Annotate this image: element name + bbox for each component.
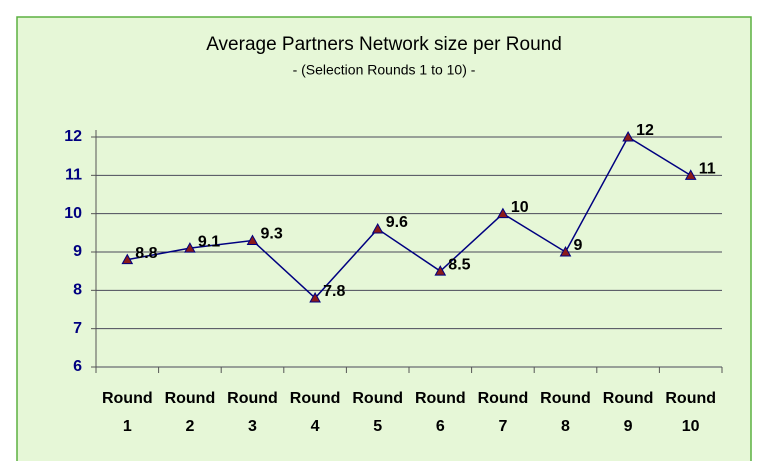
marker [497, 207, 509, 219]
x-tick-label: Round 10 [665, 390, 717, 435]
marker [246, 234, 259, 245]
x-tick-label: Round 9 [602, 390, 654, 435]
x-tick-label: Round 3 [227, 390, 278, 435]
chart-panel [16, 16, 752, 461]
y-tick-label: 11 [65, 167, 82, 184]
data-label: 8.5 [448, 256, 470, 273]
y-tick-label: 7 [73, 320, 82, 337]
data-label: 12 [636, 122, 654, 139]
y-tick-label: 9 [73, 243, 82, 260]
marker [309, 291, 321, 303]
x-tick-label: Round 5 [352, 390, 404, 435]
y-tick-label: 6 [73, 358, 82, 375]
y-tick-label: 12 [64, 128, 82, 145]
x-tick-label: Round 8 [540, 390, 591, 435]
data-label: 7.8 [323, 283, 345, 300]
x-tick-label: Round 1 [101, 390, 153, 435]
data-label: 11 [699, 161, 716, 178]
data-label: 9.6 [386, 214, 408, 231]
chart-title: Average Partners Network size per Round [206, 34, 562, 55]
y-tick-label: 10 [64, 205, 82, 222]
y-tick-label: 8 [73, 282, 82, 299]
data-label: 9.3 [261, 226, 283, 243]
data-label: 9.1 [198, 233, 220, 250]
data-label: 8.8 [135, 245, 157, 262]
chart-subtitle: - (Selection Rounds 1 to 10) - [293, 62, 476, 78]
line [127, 135, 692, 300]
data-label: 10 [511, 199, 529, 216]
marker [622, 130, 634, 142]
marker [184, 242, 196, 253]
marker [434, 265, 447, 276]
marker [121, 253, 134, 265]
x-tick-label: Round 7 [477, 390, 529, 435]
marker [559, 245, 572, 257]
x-tick-label: Round 4 [289, 390, 341, 435]
marker [684, 169, 697, 180]
x-tick-label: Round 6 [414, 390, 466, 435]
marker [371, 222, 384, 234]
data-label: 9 [574, 237, 583, 254]
x-tick-label: Round 2 [164, 390, 216, 435]
